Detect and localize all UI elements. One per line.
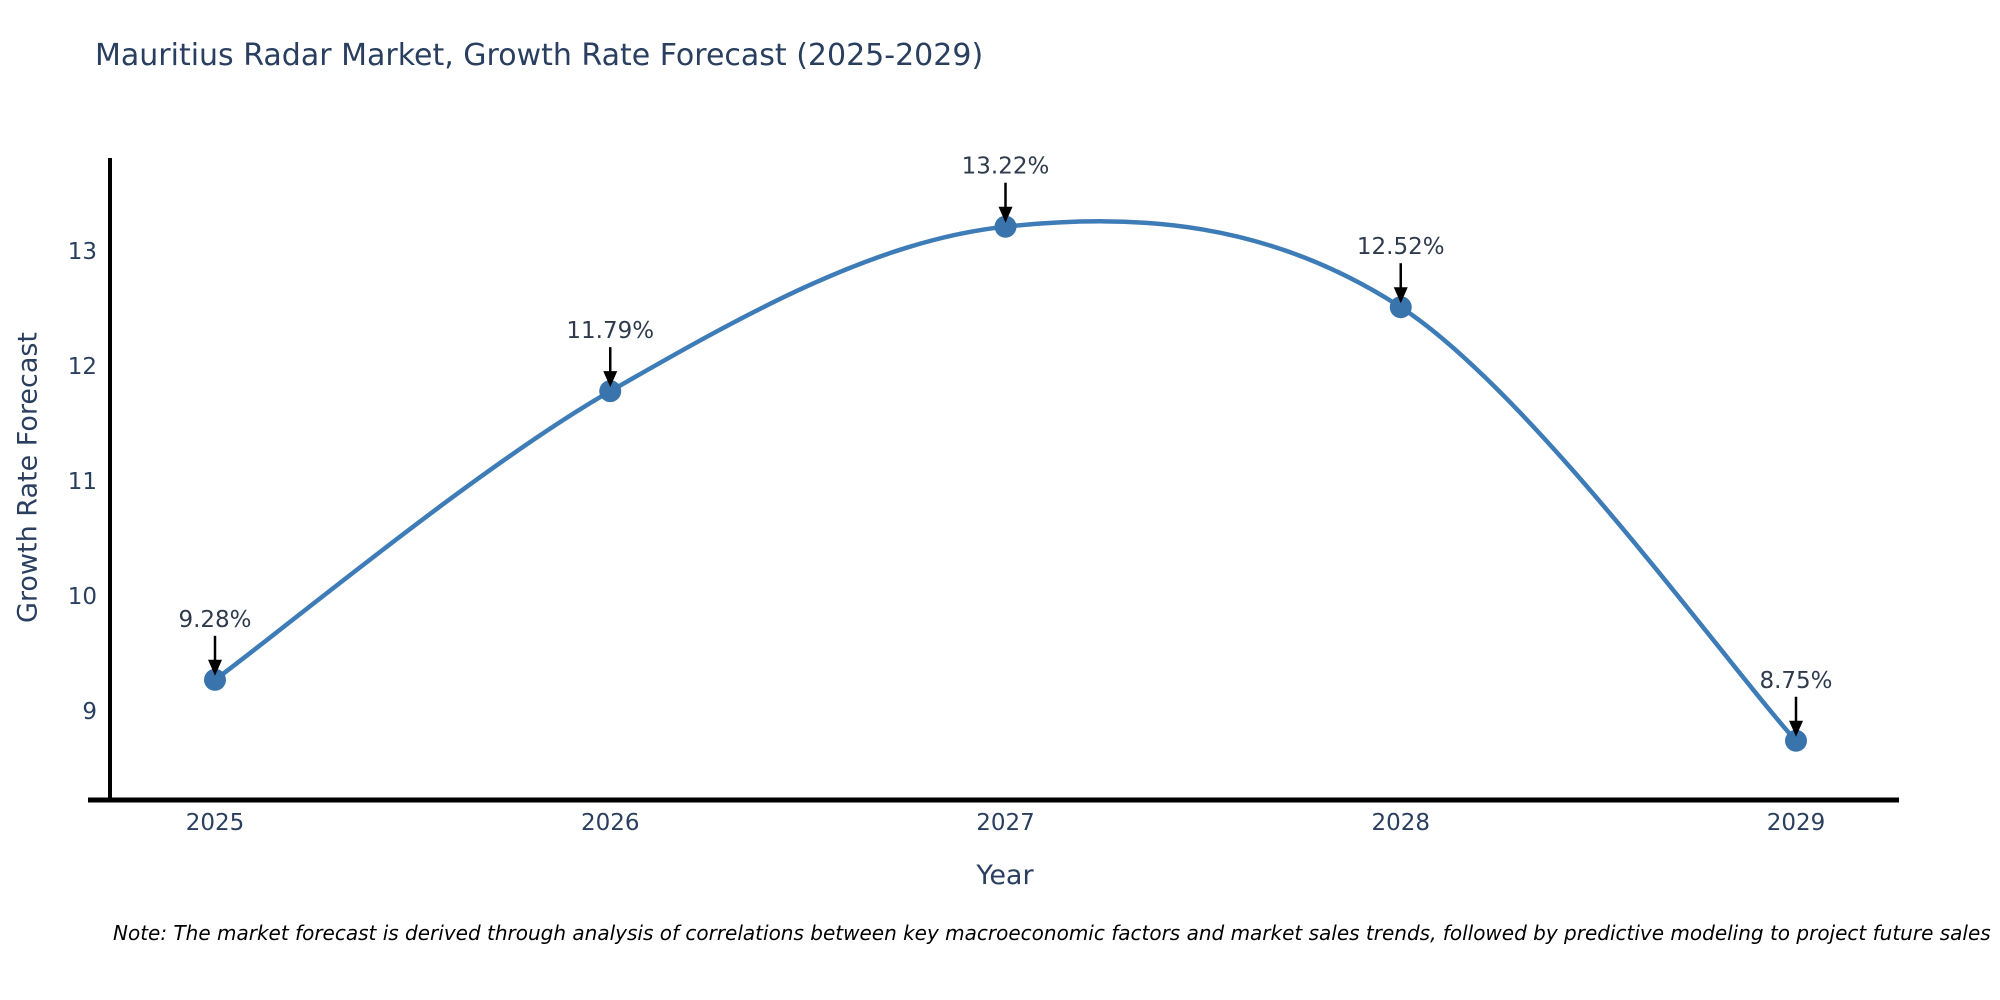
annotation-arrowhead <box>1789 720 1803 737</box>
y-tick-label: 11 <box>68 469 97 495</box>
point-annotations: 9.28% 11.79% 13.22% 12.52% 8.75% <box>178 154 1833 737</box>
y-tick-label: 13 <box>68 239 97 265</box>
annotation-arrowhead <box>1393 287 1408 304</box>
data-point-marker <box>204 668 226 691</box>
annotation-label: 13.22% <box>962 154 1050 180</box>
footnote: Note: The market forecast is derived thr… <box>113 921 1991 945</box>
data-point-marker <box>994 215 1017 238</box>
x-tick-label: 2026 <box>581 810 640 836</box>
annotation-label: 11.79% <box>566 318 654 344</box>
annotation-arrowhead <box>603 371 618 388</box>
x-tick-label: 2028 <box>1371 810 1430 836</box>
data-point-markers <box>204 215 1807 752</box>
data-point-marker <box>1389 296 1412 319</box>
x-tick-label: 2025 <box>186 810 245 836</box>
x-tick-labels: 2025 2026 2027 2028 2029 <box>186 810 1826 836</box>
y-tick-labels: 9 10 11 12 13 <box>68 239 97 725</box>
data-point-marker <box>1785 729 1807 752</box>
x-tick-label: 2029 <box>1767 810 1826 836</box>
y-tick-label: 12 <box>68 354 97 380</box>
annotation-label: 9.28% <box>178 607 251 633</box>
annotation-label: 12.52% <box>1357 234 1445 260</box>
annotation-label: 8.75% <box>1759 668 1832 694</box>
chart-title: Mauritius Radar Market, Growth Rate Fore… <box>95 38 984 73</box>
annotation-arrowhead <box>998 206 1013 223</box>
annotation-arrowhead <box>208 659 222 676</box>
forecast-line-group <box>212 219 1799 744</box>
forecast-line <box>212 219 1799 744</box>
x-axis-title: Year <box>976 860 1034 891</box>
x-tick-label: 2027 <box>976 810 1035 836</box>
y-tick-label: 10 <box>68 584 97 610</box>
y-tick-label: 9 <box>82 699 97 725</box>
data-point-marker <box>599 380 622 403</box>
